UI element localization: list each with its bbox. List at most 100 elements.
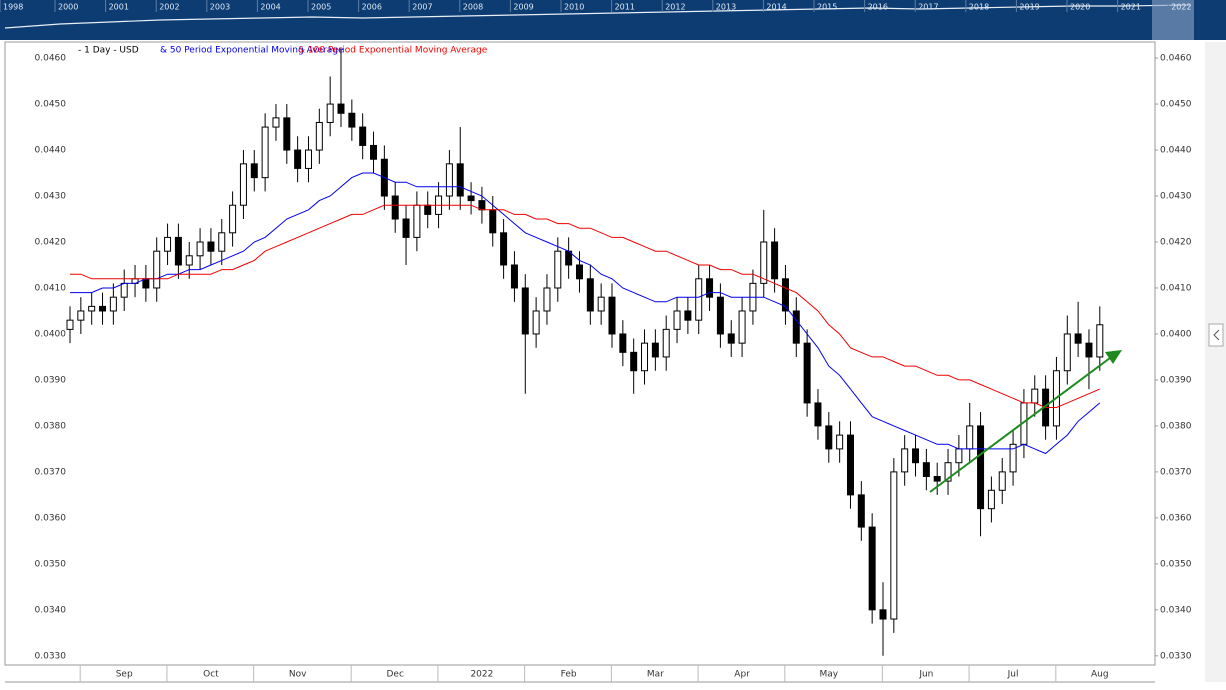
- navigator-year: 2015: [817, 3, 837, 12]
- candle-body: [857, 494, 865, 528]
- candle-body: [608, 296, 616, 335]
- candle-body: [500, 232, 508, 266]
- navigator-year: 2018: [969, 3, 989, 12]
- candle-body: [456, 163, 464, 197]
- candle-body: [814, 402, 822, 427]
- x-tick-label: Dec: [386, 670, 403, 680]
- navigator-year: 2004: [260, 3, 280, 12]
- candle-body: [944, 462, 952, 482]
- candle-body: [695, 278, 703, 321]
- candle-body: [424, 204, 432, 215]
- candle-body: [977, 425, 985, 510]
- candle-body: [315, 121, 323, 151]
- candle-body: [1074, 333, 1082, 344]
- candle-body: [998, 471, 1006, 491]
- navigator-year: 2014: [766, 3, 786, 12]
- toggle-icon: [1213, 329, 1220, 341]
- plot-frame: [4, 41, 1156, 666]
- navigator-window[interactable]: [1152, 0, 1194, 40]
- candle-body: [185, 255, 193, 266]
- candle-body: [391, 195, 399, 220]
- ema-line: [70, 204, 1100, 408]
- x-tick-label: Aug: [1091, 670, 1109, 680]
- candle-body: [359, 126, 367, 146]
- candle-body: [597, 296, 605, 312]
- y-tick-label-right: 0.0330: [1160, 651, 1192, 661]
- y-tick-label: 0.0390: [35, 375, 67, 385]
- ema-line: [70, 172, 1101, 455]
- candle-body: [684, 310, 692, 321]
- x-tick-label: May: [819, 670, 838, 680]
- navigator-year: 2006: [362, 3, 382, 12]
- y-tick-label-right: 0.0360: [1160, 513, 1192, 523]
- x-tick-label: Apr: [734, 670, 750, 680]
- candle-body: [196, 241, 204, 257]
- navigator-line: [4, 4, 1191, 29]
- candle-body: [77, 310, 85, 321]
- navigator-year: 1998: [3, 3, 23, 12]
- candle-body: [619, 333, 627, 353]
- candle-body: [792, 310, 800, 344]
- x-tick-label: Nov: [289, 670, 307, 680]
- navigator-year: 2021: [1121, 3, 1141, 12]
- candle-body: [586, 278, 594, 312]
- candle-body: [1085, 342, 1093, 358]
- candle-body: [153, 250, 161, 289]
- candle-body: [879, 609, 887, 620]
- navigator-year: 2020: [1070, 3, 1090, 12]
- y-tick-label-right: 0.0390: [1160, 375, 1192, 385]
- y-tick-label: 0.0410: [35, 283, 67, 293]
- legend-entry: & 50 Period Exponential Moving Average: [160, 46, 344, 56]
- candle-body: [543, 287, 551, 312]
- candle-body: [88, 305, 96, 312]
- candle-body: [575, 264, 583, 280]
- y-tick-label-right: 0.0370: [1160, 467, 1192, 477]
- y-tick-label: 0.0400: [35, 329, 67, 339]
- candle-body: [445, 163, 453, 197]
- navigator-year: 2005: [311, 3, 331, 12]
- candle-body: [283, 117, 291, 151]
- y-tick-label-right: 0.0420: [1160, 238, 1192, 248]
- x-tick-label: Mar: [647, 670, 664, 680]
- y-tick-label: 0.0460: [35, 54, 67, 64]
- candle-body: [250, 163, 258, 179]
- candle-body: [771, 241, 779, 280]
- candle-body: [66, 319, 74, 330]
- candle-body: [207, 241, 215, 252]
- candle-body: [662, 328, 670, 358]
- y-tick-label-right: 0.0400: [1160, 329, 1192, 339]
- candle-body: [912, 448, 920, 464]
- y-tick-label: 0.0420: [35, 238, 67, 248]
- navigator-year: 2001: [109, 3, 129, 12]
- candle-body: [532, 310, 540, 335]
- candle-body: [673, 310, 681, 330]
- navigator-year: 2016: [868, 3, 888, 12]
- navigator-year: 2008: [463, 3, 483, 12]
- candle-body: [803, 342, 811, 404]
- navigator-year: 2019: [1019, 3, 1039, 12]
- navigator-year: 2009: [513, 3, 533, 12]
- y-tick-label-right: 0.0460: [1160, 54, 1192, 64]
- panel-toggle[interactable]: [1208, 323, 1224, 347]
- y-tick-label: 0.0370: [35, 467, 67, 477]
- candle-body: [337, 103, 345, 114]
- x-tick-label: Feb: [561, 670, 577, 680]
- y-tick-label-right: 0.0440: [1160, 146, 1192, 156]
- candle-body: [294, 149, 302, 169]
- candle-body: [630, 351, 638, 372]
- navigator-year: 2003: [210, 3, 230, 12]
- candle-body: [922, 462, 930, 477]
- candle-body: [218, 232, 226, 252]
- candle-body: [651, 342, 659, 358]
- navigator-year: 2010: [564, 3, 584, 12]
- candle-body: [738, 310, 746, 344]
- candle-body: [846, 434, 854, 496]
- navigator-year: 2013: [716, 3, 736, 12]
- candle-body: [727, 333, 735, 344]
- y-tick-label: 0.0440: [35, 146, 67, 156]
- candle-body: [825, 425, 833, 450]
- navigator-year: 2007: [412, 3, 432, 12]
- candle-body: [348, 112, 356, 128]
- y-tick-label-right: 0.0340: [1160, 605, 1192, 615]
- y-tick-label-right: 0.0380: [1160, 421, 1192, 431]
